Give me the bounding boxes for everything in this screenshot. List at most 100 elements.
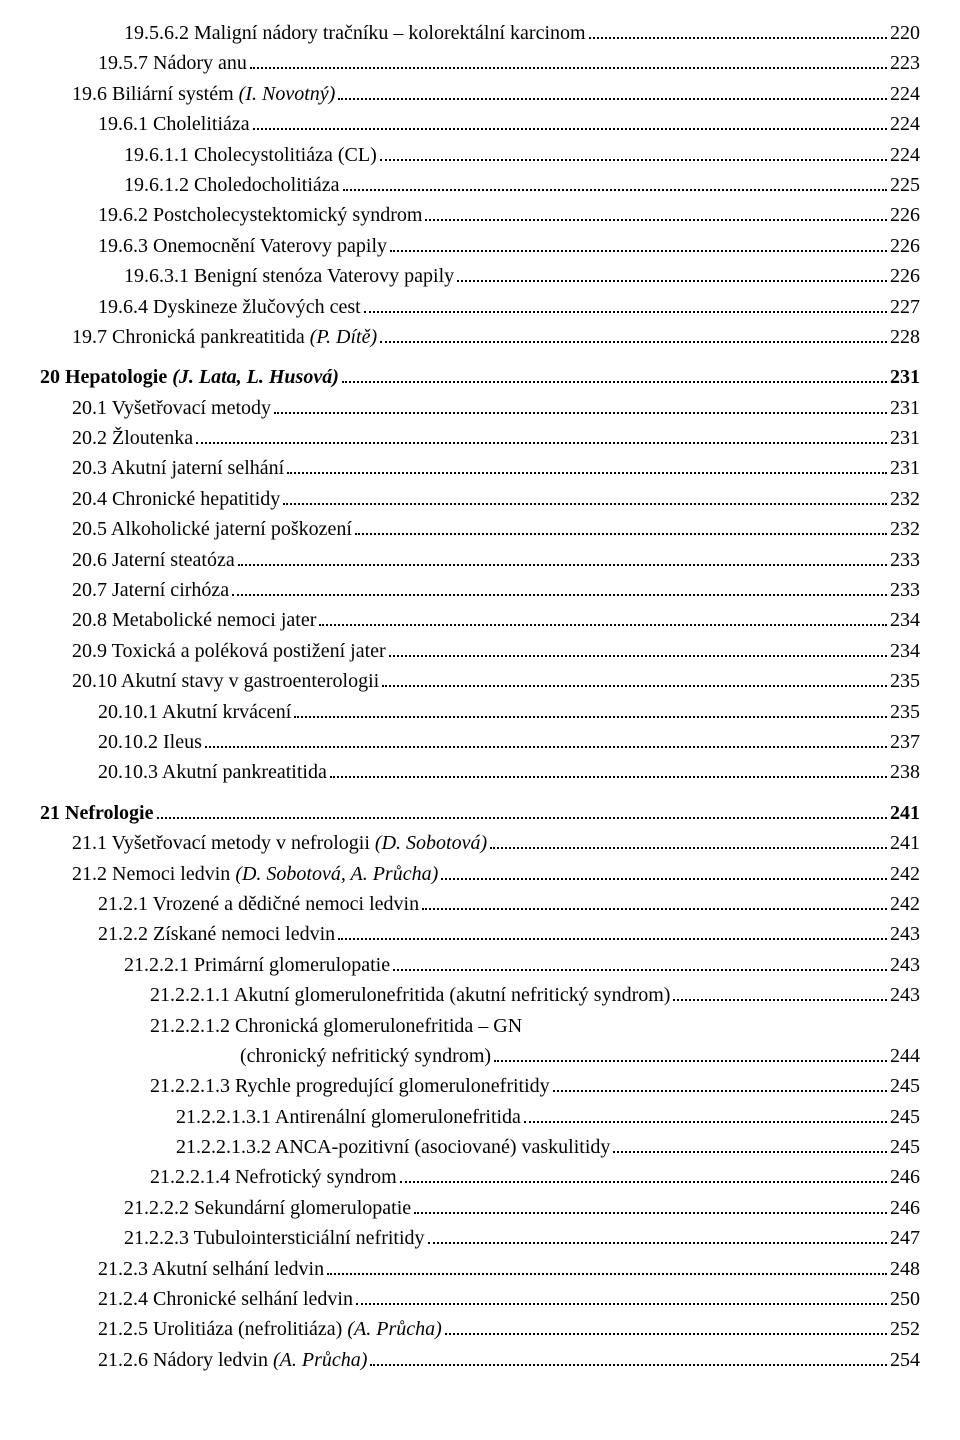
toc-label: 21.2.2.1.3.2 ANCA-pozitivní (asociované)… [176,1132,610,1162]
toc-label: 20.2 Žloutenka [72,423,193,453]
toc-page: 245 [890,1132,920,1162]
toc-entry: 21.2.2.1.2 Chronická glomerulonefritida … [40,1011,920,1041]
toc-entry: 20.1 Vyšetřovací metody 231 [40,393,920,423]
toc-leader [441,878,887,880]
toc-label: 20.5 Alkoholické jaterní poškození [72,514,352,544]
toc-label: 19.6.1 Cholelitiáza [98,109,250,139]
toc-leader [205,746,887,748]
toc-label: 21.2.2.1.1 Akutní glomerulonefritida (ak… [150,980,670,1010]
toc-label: 20.4 Chronické hepatitidy [72,484,280,514]
toc-entry: 19.5.7 Nádory anu 223 [40,48,920,78]
toc-leader [445,1333,887,1335]
toc-entry: 21.2.2.1.3.2 ANCA-pozitivní (asociované)… [40,1132,920,1162]
toc-entry: 20.2 Žloutenka 231 [40,423,920,453]
toc-page: 224 [890,109,920,139]
toc-label: 20 Hepatologie (J. Lata, L. Husová) [40,362,339,392]
toc-entry: 21.1 Vyšetřovací metody v nefrologii (D.… [40,828,920,858]
toc-label: 20.3 Akutní jaterní selhání [72,453,284,483]
toc-page: 247 [890,1223,920,1253]
toc-leader [196,442,887,444]
toc-label: 21.2.2.2 Sekundární glomerulopatie [124,1193,411,1223]
toc-leader [613,1151,887,1153]
toc-leader [370,1364,887,1366]
toc-label: 19.6.3.1 Benigní stenóza Vaterovy papily [124,261,454,291]
table-of-contents: 19.5.6.2 Maligní nádory tračníku – kolor… [40,18,920,1375]
toc-leader [364,311,887,313]
toc-label: 19.6.2 Postcholecystektomický syndrom [98,200,422,230]
toc-entry: 21.2.6 Nádory ledvin (A. Průcha) 254 [40,1345,920,1375]
toc-entry: 21.2.4 Chronické selhání ledvin 250 [40,1284,920,1314]
toc-leader [355,533,887,535]
toc-entry: 21.2.2.1.1 Akutní glomerulonefritida (ak… [40,980,920,1010]
toc-page: 237 [890,727,920,757]
toc-entry: 21.2.2.3 Tubulointersticiální nefritidy … [40,1223,920,1253]
toc-leader [327,1273,887,1275]
toc-leader [343,189,887,191]
toc-label: 21.2.2.1.2 Chronická glomerulonefritida … [150,1011,522,1041]
toc-entry: 19.6.1.2 Choledocholitiáza 225 [40,170,920,200]
toc-entry: 21.2.1 Vrozené a dědičné nemoci ledvin 2… [40,889,920,919]
toc-leader [356,1303,887,1305]
toc-leader [287,472,887,474]
toc-page: 226 [890,200,920,230]
toc-entry: 21.2.2.1 Primární glomerulopatie 243 [40,950,920,980]
toc-entry: 21.2.2.2 Sekundární glomerulopatie 246 [40,1193,920,1223]
toc-label: 21.2.1 Vrozené a dědičné nemoci ledvin [98,889,419,919]
toc-leader [400,1181,887,1183]
toc-label: 21.2.4 Chronické selhání ledvin [98,1284,353,1314]
toc-leader [232,594,887,596]
toc-page: 235 [890,697,920,727]
toc-label: 20.7 Jaterní cirhóza [72,575,229,605]
toc-label: 20.10.2 Ileus [98,727,202,757]
toc-leader [338,98,887,100]
toc-label: 21.2.3 Akutní selhání ledvin [98,1254,324,1284]
toc-entry: 21.2.5 Urolitiáza (nefrolitiáza) (A. Prů… [40,1314,920,1344]
toc-page: 241 [890,828,920,858]
toc-entry: 20.6 Jaterní steatóza 233 [40,545,920,575]
toc-label: 21.2.2 Získané nemoci ledvin [98,919,335,949]
toc-label: 19.6.3 Onemocnění Vaterovy papily [98,231,387,261]
toc-page: 234 [890,636,920,666]
toc-page: 233 [890,575,920,605]
toc-leader [238,564,887,566]
toc-label: 21.2.2.1 Primární glomerulopatie [124,950,390,980]
toc-page: 245 [890,1102,920,1132]
toc-page: 246 [890,1162,920,1192]
toc-label: 19.6 Biliární systém (I. Novotný) [72,79,335,109]
toc-page: 246 [890,1193,920,1223]
toc-label: 20.1 Vyšetřovací metody [72,393,271,423]
toc-leader [393,969,887,971]
toc-entry: 21 Nefrologie 241 [40,798,920,828]
toc-label: 21.2.2.1.3.1 Antirenální glomerulonefrit… [176,1102,521,1132]
toc-label: 21.2.2.3 Tubulointersticiální nefritidy [124,1223,425,1253]
toc-page: 243 [890,980,920,1010]
toc-leader [390,250,887,252]
toc-page: 242 [890,889,920,919]
toc-leader [494,1060,887,1062]
toc-entry: 19.6 Biliární systém (I. Novotný) 224 [40,79,920,109]
toc-leader [157,817,888,819]
toc-entry: 19.6.3.1 Benigní stenóza Vaterovy papily… [40,261,920,291]
toc-page: 243 [890,950,920,980]
toc-entry: 19.6.4 Dyskineze žlučových cest 227 [40,292,920,322]
toc-label: 21.2.2.1.4 Nefrotický syndrom [150,1162,397,1192]
toc-leader [457,280,887,282]
toc-page: 232 [890,514,920,544]
toc-page: 234 [890,605,920,635]
toc-leader [380,341,887,343]
toc-entry: 19.6.1 Cholelitiáza 224 [40,109,920,139]
toc-leader [274,412,887,414]
toc-label: 21 Nefrologie [40,798,154,828]
toc-page: 224 [890,79,920,109]
toc-label: 21.2.2.1.3 Rychle progredující glomerulo… [150,1071,550,1101]
toc-page: 223 [890,48,920,78]
toc-label: 20.10.1 Akutní krvácení [98,697,291,727]
toc-entry: 20.7 Jaterní cirhóza 233 [40,575,920,605]
toc-entry: 20.4 Chronické hepatitidy 232 [40,484,920,514]
toc-page: 231 [890,362,920,392]
toc-label: 19.6.4 Dyskineze žlučových cest [98,292,361,322]
toc-leader [342,381,887,383]
toc-leader [253,128,887,130]
toc-entry: 19.5.6.2 Maligní nádory tračníku – kolor… [40,18,920,48]
toc-page: 232 [890,484,920,514]
